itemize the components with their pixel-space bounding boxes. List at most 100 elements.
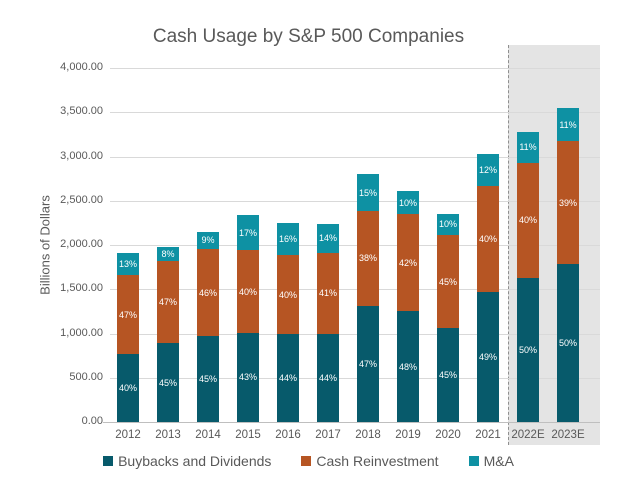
bar-segment: 8% <box>157 246 179 261</box>
bar-segment: 43% <box>237 332 259 422</box>
legend-label: Buybacks and Dividends <box>118 453 272 469</box>
segment-percent-label: 40% <box>238 286 257 297</box>
segment-percent-label: 16% <box>278 233 297 244</box>
segment-percent-label: 48% <box>398 361 417 372</box>
gridline <box>110 200 600 202</box>
bar-segment: 44% <box>277 334 299 422</box>
legend-item-m-a: M&A <box>468 453 514 469</box>
segment-percent-label: 45% <box>438 276 457 287</box>
bar-segment: 45% <box>157 343 179 422</box>
legend-item-cash-reinvestment: Cash Reinvestment <box>301 453 439 469</box>
bar-segment: 13% <box>117 252 139 275</box>
segment-percent-label: 45% <box>438 370 457 381</box>
y-axis-tick-label: 500.00 <box>69 370 103 383</box>
segment-percent-label: 49% <box>478 351 497 362</box>
segment-percent-label: 40% <box>478 233 497 244</box>
bar-segment: 47% <box>357 305 379 422</box>
segment-percent-label: 10% <box>398 197 417 208</box>
gridline <box>110 112 600 114</box>
segment-percent-label: 42% <box>398 257 417 268</box>
bar-segment: 40% <box>117 354 139 422</box>
x-axis-tick-label: 2013 <box>155 429 181 441</box>
legend-item-buybacks-and-dividends: Buybacks and Dividends <box>103 453 271 469</box>
segment-percent-label: 14% <box>318 233 337 244</box>
legend-label: M&A <box>483 453 514 469</box>
segment-percent-label: 47% <box>118 309 137 320</box>
bar-segment: 45% <box>197 336 219 422</box>
x-axis-tick-label: 2015 <box>235 429 261 441</box>
x-axis-tick-label: 2022E <box>511 429 545 441</box>
x-axis-tick-label: 2020 <box>435 429 461 441</box>
gridline <box>110 245 600 246</box>
segment-percent-label: 43% <box>238 372 257 383</box>
x-axis-tick-label: 2014 <box>195 429 221 441</box>
y-axis-tick-label: 1,000.00 <box>60 326 103 339</box>
gridline <box>110 68 600 69</box>
y-axis-tick-label: 2,500.00 <box>60 193 103 206</box>
segment-percent-label: 8% <box>161 248 175 259</box>
segment-percent-label: 41% <box>318 288 337 299</box>
segment-percent-label: 46% <box>198 287 217 298</box>
gridline <box>110 156 600 158</box>
bar-segment: 40% <box>237 250 259 333</box>
bar-segment: 9% <box>197 231 219 249</box>
y-axis-tick-label: 2,000.00 <box>60 238 103 250</box>
bar-segment: 14% <box>317 224 339 253</box>
segment-percent-label: 9% <box>201 235 215 246</box>
bar-segment: 10% <box>437 214 459 235</box>
legend-label: Cash Reinvestment <box>316 453 439 469</box>
segment-percent-label: 50% <box>558 338 577 349</box>
segment-percent-label: 17% <box>238 227 257 238</box>
segment-percent-label: 47% <box>158 296 177 307</box>
x-axis-line <box>103 422 600 423</box>
segment-percent-label: 40% <box>518 215 537 226</box>
segment-percent-label: 15% <box>358 187 377 198</box>
y-axis-tick-label: 0.00 <box>81 415 103 427</box>
y-axis-tick-label: 1,500.00 <box>60 282 103 295</box>
plot-area: 40% 47% 13% 45% 47% 8% 45% 46% 9% 43% 40% 17% 44% 40%… <box>110 68 600 422</box>
segment-percent-label: 50% <box>518 344 537 355</box>
legend-swatch <box>301 456 312 466</box>
segment-percent-label: 40% <box>118 383 137 394</box>
bar-segment: 39% <box>557 141 579 265</box>
bar-segment: 50% <box>557 264 579 422</box>
segment-percent-label: 39% <box>558 197 577 208</box>
x-axis-tick-label: 2019 <box>395 429 421 441</box>
segment-percent-label: 10% <box>438 219 457 230</box>
y-axis-tick-label: 4,000.00 <box>60 61 103 73</box>
bar-segment: 10% <box>397 191 419 215</box>
bar-segment: 42% <box>397 214 419 312</box>
segment-percent-label: 40% <box>278 289 297 300</box>
x-axis-tick-label: 2017 <box>315 429 341 441</box>
gridline <box>110 377 600 379</box>
bar-segment: 12% <box>477 153 499 186</box>
legend: Buybacks and Dividends Cash Reinvestment M… <box>0 453 617 469</box>
segment-percent-label: 11% <box>519 142 537 153</box>
bar-segment: 40% <box>477 185 499 292</box>
x-axis-tick-label: 2023E <box>551 429 585 441</box>
bar-segment: 47% <box>117 274 139 355</box>
x-axis-tick-label: 2021 <box>475 429 501 441</box>
segment-percent-label: 11% <box>559 119 577 130</box>
bar-segment: 49% <box>477 291 499 422</box>
bar-segment: 48% <box>397 311 419 422</box>
bar-segment: 17% <box>237 214 259 251</box>
y-axis-tick-label: 3,000.00 <box>60 149 103 162</box>
segment-percent-label: 45% <box>158 377 177 388</box>
segment-percent-label: 44% <box>318 373 337 384</box>
gridline <box>110 289 600 291</box>
segment-percent-label: 44% <box>278 373 297 384</box>
chart-title: Cash Usage by S&P 500 Companies <box>152 26 465 47</box>
bar-segment: 40% <box>277 254 299 335</box>
x-axis-tick-label: 2018 <box>355 429 381 441</box>
bar-segment: 11% <box>517 131 539 163</box>
x-axis-tick-label: 2016 <box>275 429 301 441</box>
legend-swatch <box>103 456 114 466</box>
bar-segment: 41% <box>317 252 339 335</box>
segment-percent-label: 38% <box>358 253 377 264</box>
segment-percent-label: 45% <box>198 374 217 385</box>
segment-percent-label: 47% <box>358 358 377 369</box>
bar-segment: 50% <box>517 277 539 422</box>
bar-segment: 11% <box>557 107 579 142</box>
